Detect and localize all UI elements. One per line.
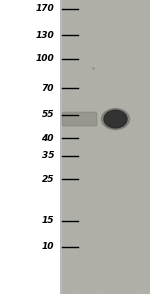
Text: 35: 35 — [42, 151, 54, 160]
Text: 170: 170 — [35, 4, 54, 13]
Ellipse shape — [104, 110, 127, 128]
Bar — [0, 0, 60, 294]
FancyBboxPatch shape — [62, 112, 97, 126]
Text: 25: 25 — [42, 175, 54, 184]
Text: 10: 10 — [42, 243, 54, 251]
Text: 130: 130 — [35, 31, 54, 40]
Text: 15: 15 — [42, 216, 54, 225]
Text: 40: 40 — [42, 134, 54, 143]
Ellipse shape — [101, 108, 130, 130]
Bar — [60, 0, 150, 294]
Text: 55: 55 — [42, 110, 54, 119]
Text: 70: 70 — [42, 84, 54, 93]
Text: 100: 100 — [35, 54, 54, 63]
